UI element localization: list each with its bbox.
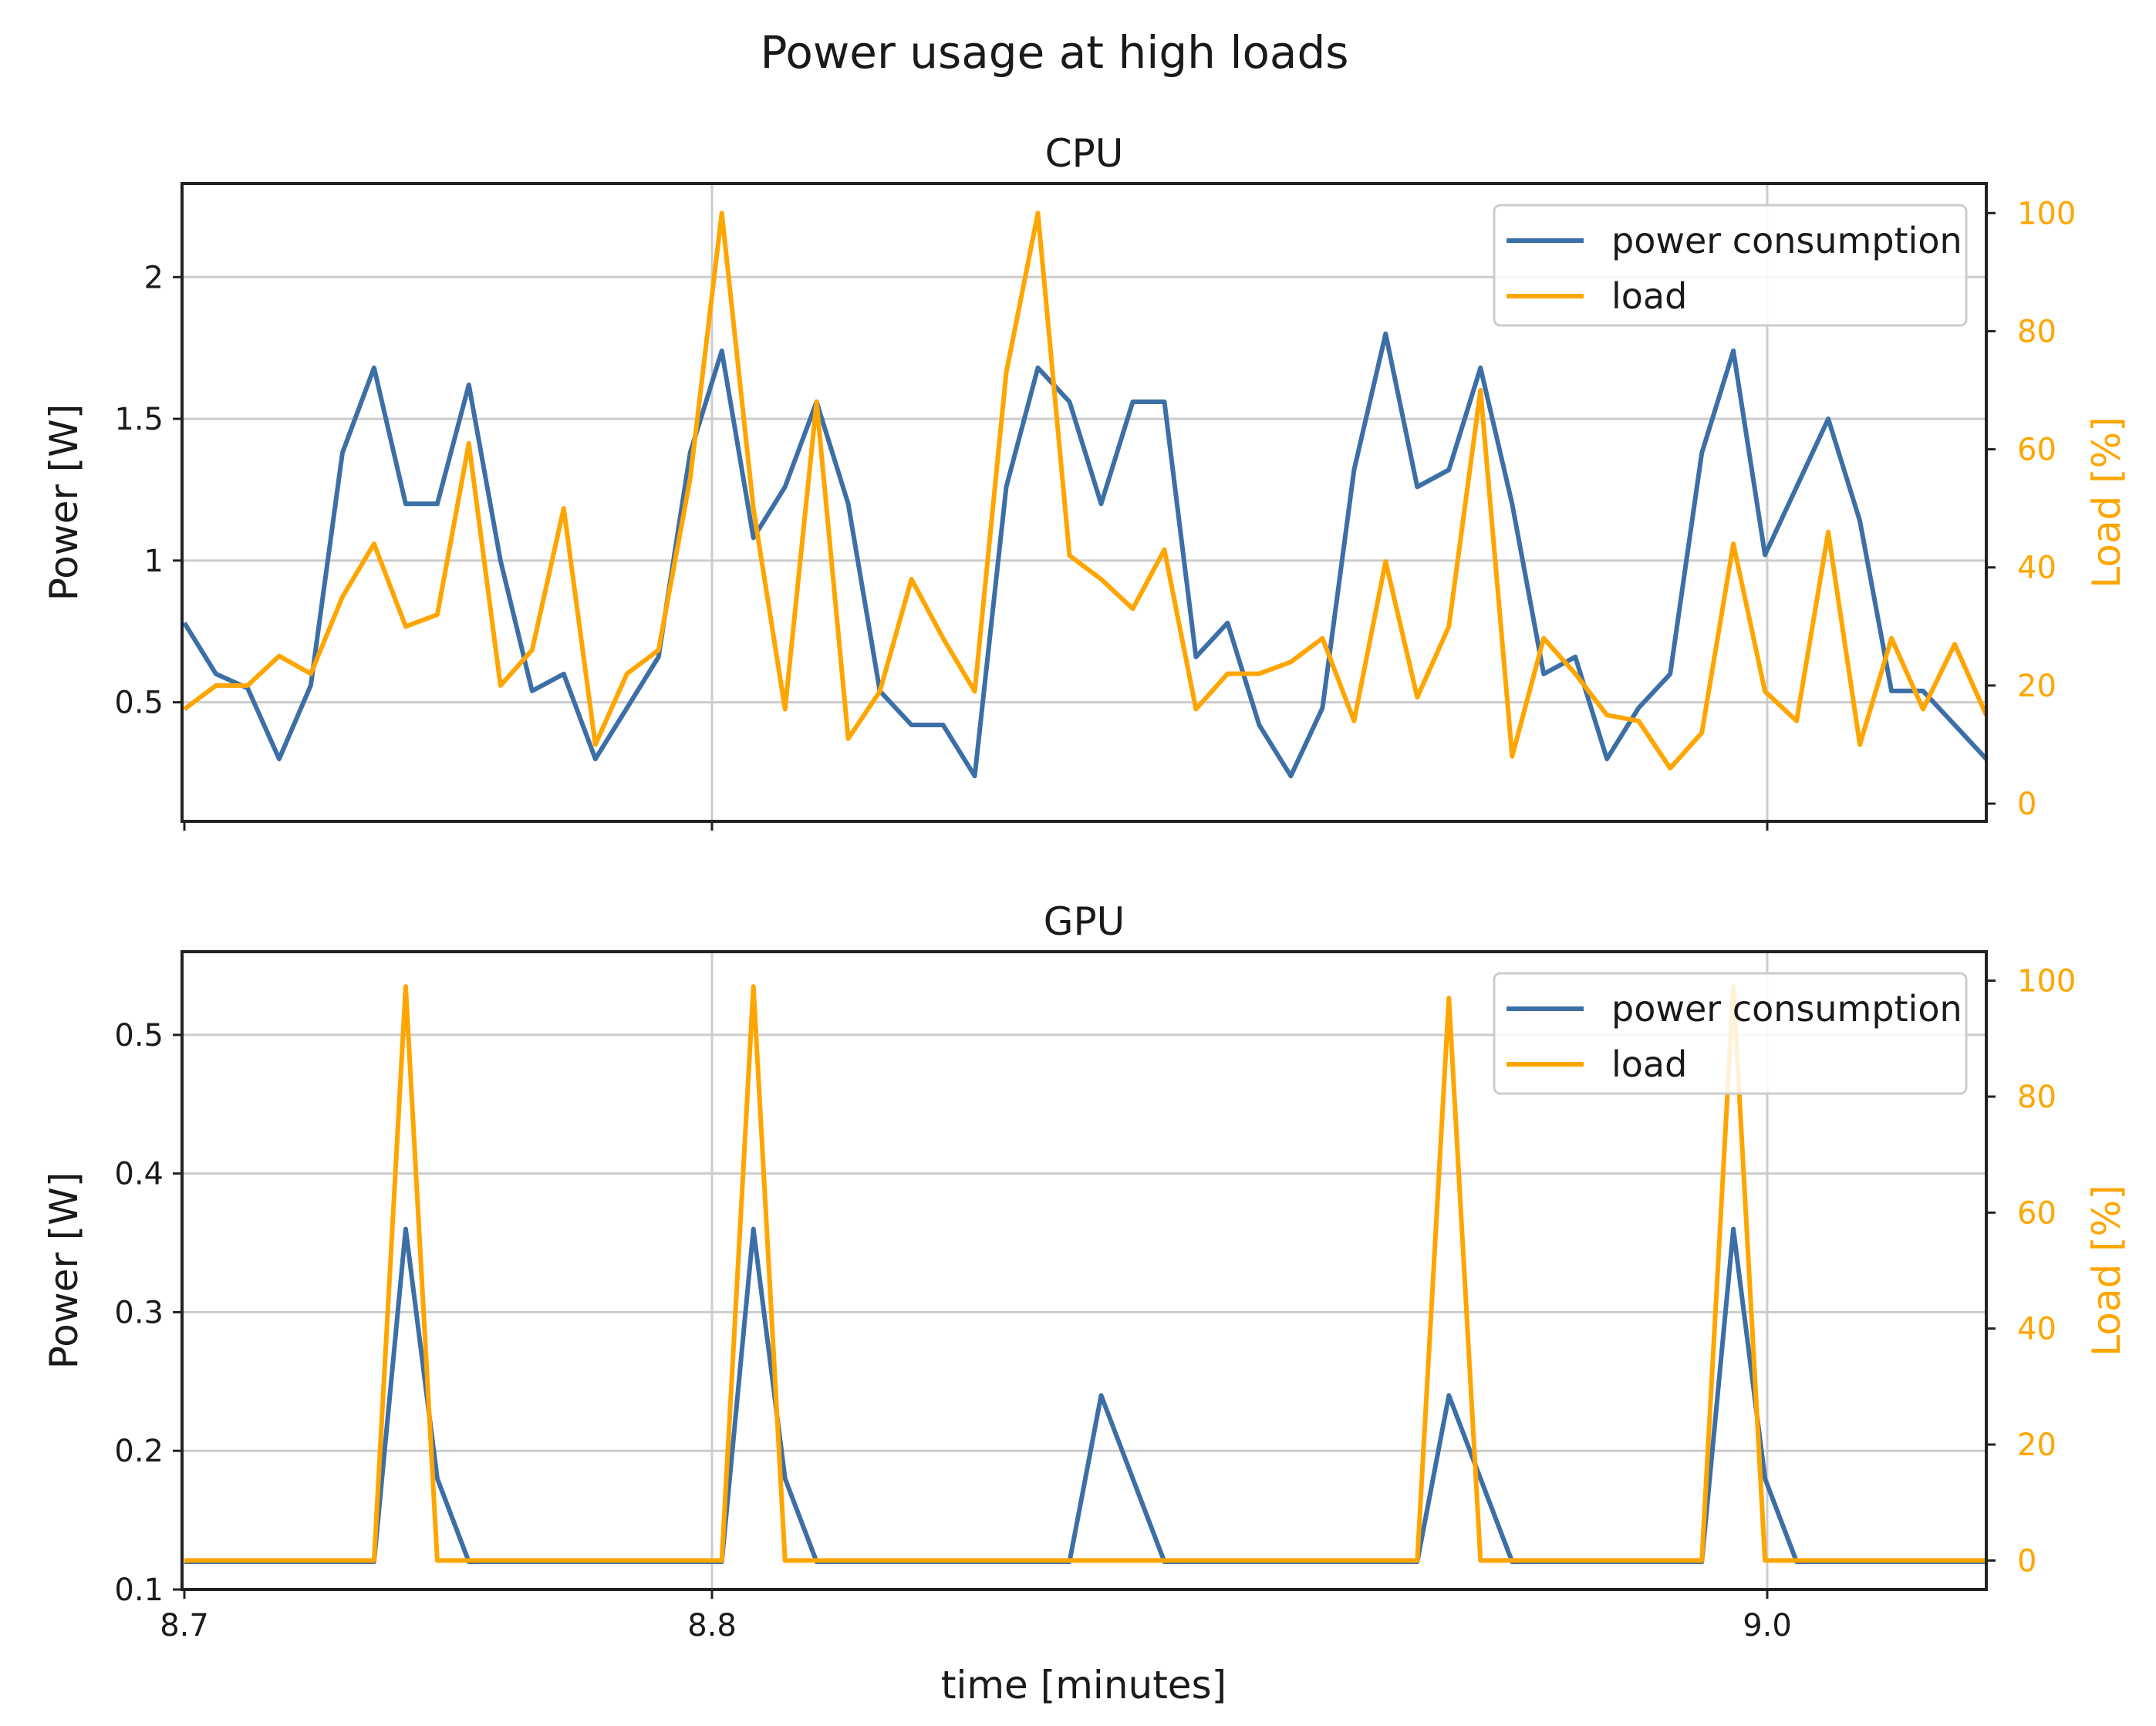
legend-label: power consumption: [1611, 988, 1962, 1030]
y-tick-label: 1.5: [114, 402, 164, 437]
panel-title: CPU: [1045, 131, 1124, 176]
y-tick-label: 0.2: [114, 1434, 164, 1469]
y-right-axis-label: Load [%]: [2084, 416, 2129, 588]
figure-suptitle: Power usage at high loads: [760, 26, 1348, 79]
y-tick-label: 1: [144, 544, 164, 579]
y-right-tick-label: 0: [2017, 787, 2036, 822]
legend-box: [1493, 204, 1968, 327]
y-tick-label: 0.5: [114, 686, 164, 721]
y-right-axis-label: Load [%]: [2084, 1185, 2129, 1356]
y-right-tick-label: 60: [2017, 433, 2056, 468]
y-axis-label: Power [W]: [42, 404, 86, 602]
y-tick-label: 0.3: [114, 1295, 164, 1330]
panel-title: GPU: [1044, 899, 1125, 944]
legend-box: [1493, 972, 1968, 1095]
y-tick-label: 0.1: [114, 1573, 164, 1608]
legend-label: power consumption: [1611, 220, 1962, 261]
y-right-tick-label: 80: [2017, 1080, 2056, 1115]
y-tick-label: 0.4: [114, 1157, 164, 1192]
y-axis-label: Power [W]: [42, 1172, 86, 1370]
legend: power consumption load: [1493, 972, 1968, 1095]
y-right-tick-label: 40: [2017, 551, 2056, 586]
y-right-tick-label: 100: [2017, 964, 2076, 1000]
series-line-load: [183, 211, 1986, 771]
legend: power consumption load: [1493, 204, 1968, 327]
y-tick-label: 0.5: [114, 1018, 164, 1053]
legend-label: load: [1611, 1043, 1687, 1085]
y-right-tick-label: 40: [2017, 1312, 2056, 1347]
x-tick-label: 8.7: [160, 1608, 209, 1643]
y-right-tick-label: 100: [2017, 196, 2076, 231]
y-tick-label: 2: [144, 260, 164, 295]
legend-label: load: [1611, 275, 1687, 317]
y-right-tick-label: 20: [2017, 669, 2056, 704]
plot-frame: [181, 182, 1988, 823]
y-right-tick-label: 20: [2017, 1428, 2056, 1463]
panel-gpu: 0.10.20.30.40.50204060801008.78.89.09.1G…: [42, 899, 2129, 1643]
x-tick-label: 9.0: [1743, 1608, 1792, 1643]
x-axis-label: time [minutes]: [941, 1663, 1226, 1707]
plot-frame: [181, 950, 1988, 1591]
series-line-load: [184, 984, 1986, 1563]
series-line-power: [182, 331, 1986, 779]
y-right-tick-label: 80: [2017, 314, 2056, 349]
x-tick-label: 8.8: [687, 1608, 737, 1643]
y-right-tick-label: 0: [2017, 1543, 2036, 1579]
y-right-tick-label: 60: [2017, 1195, 2056, 1231]
